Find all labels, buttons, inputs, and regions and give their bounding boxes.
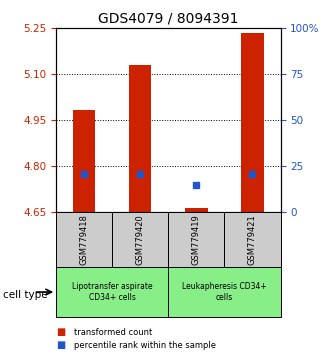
Text: Lipotransfer aspirate
CD34+ cells: Lipotransfer aspirate CD34+ cells	[72, 282, 152, 302]
Title: GDS4079 / 8094391: GDS4079 / 8094391	[98, 12, 239, 26]
Bar	[129, 65, 151, 212]
Text: ■: ■	[56, 327, 65, 337]
Bar	[112, 212, 168, 267]
Bar	[168, 212, 224, 267]
Text: GSM779420: GSM779420	[136, 215, 145, 265]
Text: ■: ■	[56, 340, 65, 350]
Text: transformed count: transformed count	[74, 327, 152, 337]
Bar	[224, 212, 280, 267]
Text: GSM779421: GSM779421	[248, 215, 257, 265]
Text: Leukapheresis CD34+
cells: Leukapheresis CD34+ cells	[182, 282, 267, 302]
Text: GSM779419: GSM779419	[192, 215, 201, 265]
Bar	[56, 267, 168, 317]
Bar	[168, 267, 280, 317]
Bar	[241, 33, 264, 212]
Bar	[56, 212, 112, 267]
Bar	[185, 208, 208, 212]
Text: GSM779418: GSM779418	[80, 215, 89, 265]
Text: percentile rank within the sample: percentile rank within the sample	[74, 341, 216, 350]
Bar	[73, 110, 95, 212]
Text: cell type: cell type	[3, 290, 48, 299]
